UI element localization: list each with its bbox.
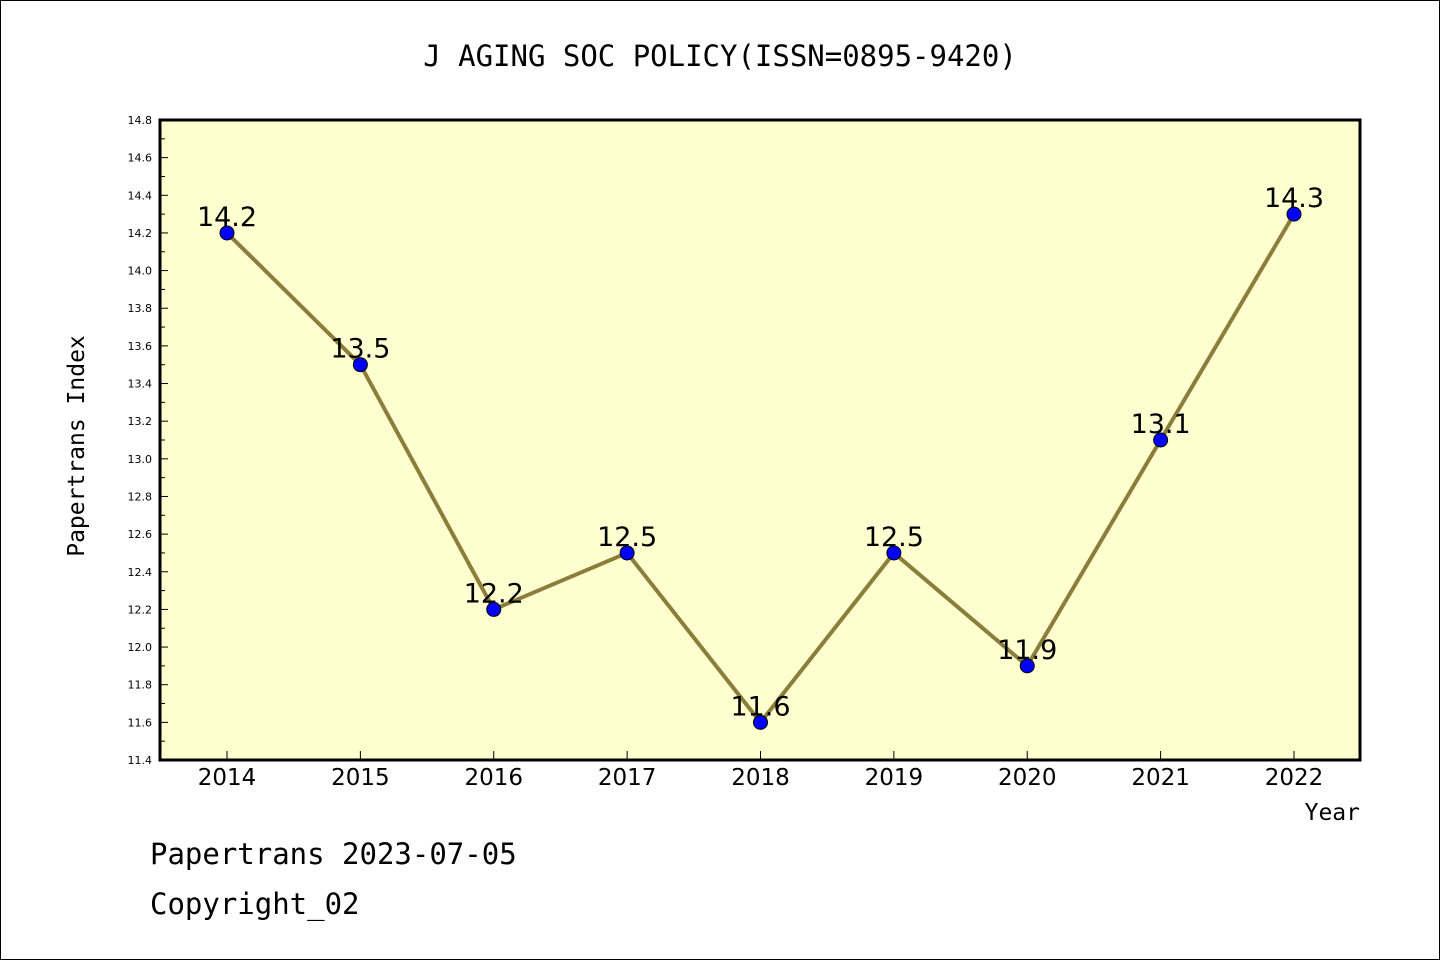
y-tick-label: 13.4: [128, 378, 153, 391]
x-tick-label: 2016: [464, 765, 523, 791]
data-label: 11.6: [730, 691, 790, 722]
y-tick-label: 13.2: [128, 415, 153, 428]
y-tick-label: 11.8: [128, 679, 153, 692]
y-tick-label: 13.6: [128, 340, 153, 353]
y-tick-label: 14.4: [128, 189, 153, 202]
y-tick-label: 12.2: [128, 603, 153, 616]
x-tick-label: 2018: [731, 765, 790, 791]
x-tick-label: 2021: [1131, 765, 1190, 791]
data-point: [1153, 432, 1169, 448]
data-point: [619, 545, 635, 561]
y-tick-label: 11.4: [128, 754, 153, 767]
x-tick-label: 2015: [331, 765, 390, 791]
x-tick-label: 2022: [1265, 765, 1324, 791]
data-label: 12.5: [597, 522, 657, 553]
data-point: [1286, 206, 1302, 222]
y-tick-label: 13.0: [128, 453, 153, 466]
y-tick-label: 13.8: [128, 302, 153, 315]
data-label: 12.5: [864, 522, 924, 553]
x-tick-label: 2014: [198, 765, 257, 791]
data-label: 13.1: [1131, 409, 1191, 440]
data-label: 11.9: [997, 635, 1057, 666]
y-tick-label: 14.2: [128, 227, 153, 240]
series-group: [219, 206, 1302, 730]
data-point: [753, 714, 768, 730]
data-label: 13.5: [330, 334, 390, 365]
y-tick-label: 14.8: [128, 114, 153, 127]
y-axis-label: Papertrans Index: [64, 335, 90, 557]
y-tick-label: 14.6: [128, 152, 153, 165]
data-label: 14.3: [1264, 183, 1324, 214]
plot-border: [158, 118, 1362, 762]
x-axis-label: Year: [1305, 800, 1360, 826]
data-point: [486, 601, 502, 617]
data-labels: 14.2 13.5 12.2 12.5 11.6 12.5 11.9 13.1 14.3: [197, 183, 1324, 722]
y-tick-label: 14.0: [128, 265, 153, 278]
data-point: [886, 545, 902, 561]
footer-date: Papertrans 2023-07-05: [150, 837, 517, 871]
footer-copyright: Copyright_02: [150, 887, 360, 922]
data-label: 14.2: [197, 202, 257, 233]
data-point: [352, 357, 368, 373]
y-tick-label: 12.8: [128, 490, 153, 503]
data-point: [1019, 658, 1035, 674]
plot-area: [160, 120, 1360, 760]
x-axis: 2014 2015 2016 2017 2018 2019 2020 2021 2022: [198, 751, 1324, 791]
x-tick-label: 2017: [598, 765, 657, 791]
chart-title: J AGING SOC POLICY(ISSN=0895-9420): [423, 39, 1017, 73]
x-tick-label: 2019: [865, 765, 924, 791]
data-label: 12.2: [464, 578, 524, 609]
y-tick-label: 11.6: [128, 716, 153, 729]
data-point: [219, 225, 235, 241]
y-tick-label: 12.0: [128, 641, 153, 654]
x-tick-label: 2020: [998, 765, 1057, 791]
y-tick-label: 12.6: [128, 528, 153, 541]
y-tick-label: 12.4: [128, 566, 153, 579]
